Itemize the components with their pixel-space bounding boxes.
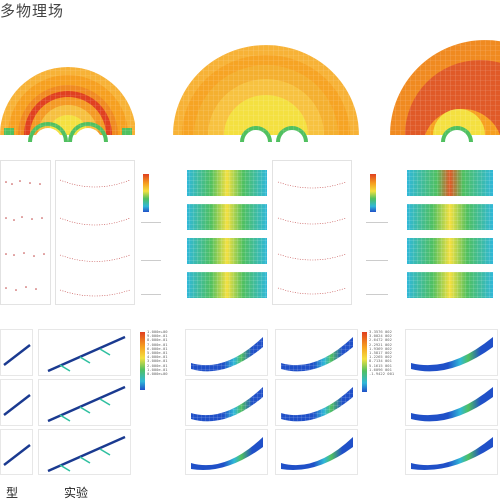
heatmap-stack-1: [185, 160, 270, 305]
legend-label: 2.6472 002: [369, 337, 392, 343]
legend-label: 1.000e-01: [147, 366, 168, 372]
footer-left-label: 型: [6, 486, 19, 500]
footer-right-label: 实验: [64, 486, 89, 500]
legend-label: 4.000e-01: [147, 354, 168, 360]
dome-plot-3: [385, 30, 500, 142]
legend-label: 1.5817 002: [369, 350, 392, 356]
scatter-panel-group-2: [272, 160, 352, 305]
legend-label: 0.000e+00: [147, 371, 168, 377]
slab-plot-group-1: [185, 325, 360, 475]
dome-plot-2: [168, 30, 368, 142]
legend-label: 5.000e-01: [147, 350, 168, 356]
colorbar-panel-2: [360, 160, 405, 305]
page-title: 多物理场: [0, 2, 65, 20]
legend-label: 2.2921 002: [369, 341, 392, 347]
legend-label: -1.9422 001: [369, 371, 395, 377]
legend-label: 2.000e-01: [147, 362, 168, 368]
legend-label: 1.000e+00: [147, 329, 168, 334]
legend-label: 1.2265 002: [369, 354, 392, 360]
truss-plot-group: [0, 325, 135, 475]
colorbar-legend-1: 1.000e+00 9.000e-01 8.000e-01 7.000e-01 …: [140, 329, 185, 420]
legend-label: 1.6096 001: [369, 366, 392, 372]
legend-label: 3.000e-01: [147, 358, 168, 364]
legend-label: 8.7134 001: [369, 358, 392, 364]
legend-label: 5.1615 001: [369, 362, 392, 368]
legend-label: 6.000e-01: [147, 345, 168, 351]
dome-plot-1: [0, 30, 135, 142]
slab-plot-group-2: [405, 325, 500, 475]
legend-label: 3.0024 002: [369, 333, 392, 339]
scatter-panel-group-1: [0, 160, 135, 305]
legend-label: 3.3576 002: [369, 329, 392, 334]
legend-label: 9.000e-01: [147, 333, 168, 339]
colorbar-legend-2: 3.3576 002 3.0024 002 2.6472 002 2.2921 …: [362, 329, 404, 425]
heatmap-stack-2: [405, 160, 500, 305]
legend-label: 8.000e-01: [147, 337, 168, 343]
legend-label: 7.000e-01: [147, 341, 168, 347]
colorbar-panel-1: [135, 160, 183, 305]
legend-label: 1.9369 002: [369, 345, 392, 351]
